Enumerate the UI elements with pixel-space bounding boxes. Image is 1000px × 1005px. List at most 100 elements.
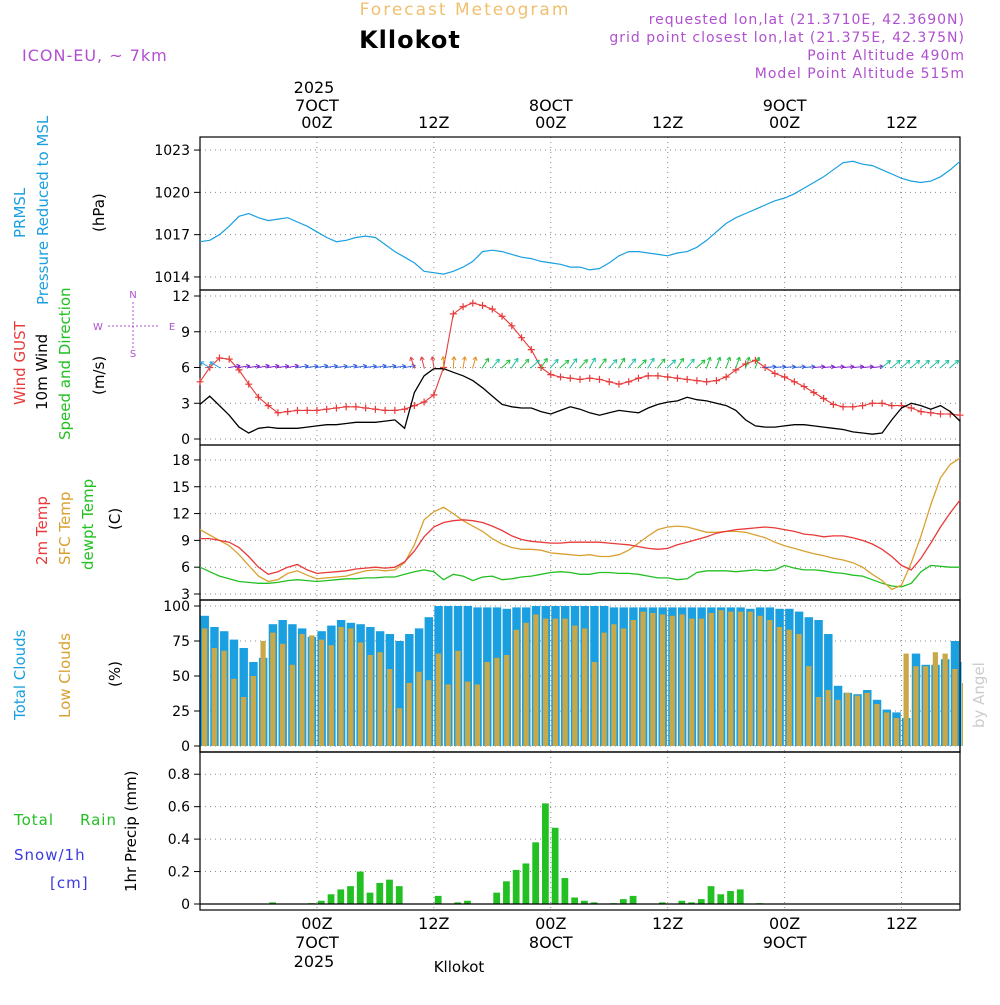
wind-arrow bbox=[657, 359, 665, 368]
low-cloud-bar bbox=[757, 616, 762, 746]
temp-tick-label: 15 bbox=[172, 480, 190, 496]
gust-marker bbox=[352, 403, 359, 410]
low-cloud-bar bbox=[679, 614, 684, 746]
pressure-tick-label: 1020 bbox=[154, 185, 190, 201]
snow-label: Snow/1h bbox=[14, 846, 86, 864]
total-clouds-label: Total Clouds bbox=[11, 629, 29, 721]
cloud-labels: Total Clouds Low Clouds (%) bbox=[11, 629, 124, 721]
low-cloud-bar bbox=[563, 619, 568, 746]
low-cloud-bar bbox=[426, 680, 431, 746]
gust-marker bbox=[391, 407, 398, 414]
rain-bar bbox=[698, 899, 705, 904]
temp-tick-label: 18 bbox=[172, 453, 190, 469]
rain-bar bbox=[503, 881, 510, 904]
footer-location: Kllokot bbox=[434, 958, 485, 976]
rain-bar bbox=[357, 872, 364, 904]
low-cloud-bar bbox=[689, 619, 694, 746]
low-cloud-bar bbox=[504, 655, 509, 746]
low-cloud-bar bbox=[338, 627, 343, 746]
gust-marker bbox=[908, 405, 915, 412]
low-cloud-bar bbox=[777, 627, 782, 746]
low-cloud-bar bbox=[592, 662, 597, 746]
gust-marker bbox=[810, 389, 817, 396]
wind-arrow bbox=[560, 360, 569, 368]
rain-bar bbox=[347, 886, 354, 904]
bottom-hour-label: 00Z bbox=[535, 914, 566, 933]
low-cloud-bar bbox=[943, 654, 948, 746]
gust-line bbox=[200, 303, 960, 415]
low-cloud-bar bbox=[640, 612, 645, 746]
temp-labels: 2m Temp SFC Temp dewpt Temp (C) bbox=[33, 479, 124, 570]
low-cloud-bar bbox=[221, 651, 226, 746]
low-cloud-bar bbox=[553, 619, 558, 746]
pressure-labels: PRMSL Pressure Reduced to MSL (hPa) bbox=[11, 115, 108, 305]
temp-tick-label: 9 bbox=[181, 533, 190, 549]
gust-marker bbox=[820, 395, 827, 402]
low-cloud-bar bbox=[290, 665, 295, 746]
gust-marker bbox=[957, 412, 964, 419]
precip-frame bbox=[200, 752, 960, 910]
dewpt-line bbox=[200, 565, 960, 587]
gust-marker bbox=[713, 377, 720, 384]
gust-marker bbox=[479, 302, 486, 309]
rain-bar bbox=[552, 828, 559, 904]
gust-marker bbox=[382, 407, 389, 414]
temp-tick-label: 6 bbox=[181, 560, 190, 576]
low-cloud-bar bbox=[533, 614, 538, 746]
low-cloud-bar bbox=[416, 672, 421, 746]
wind-arrow bbox=[930, 360, 939, 368]
low-cloud-bar bbox=[485, 662, 490, 746]
gust-marker bbox=[645, 372, 652, 379]
low-cloud-bar bbox=[543, 619, 548, 746]
rain-bar bbox=[727, 891, 734, 904]
wind-labels: Wind GUST 10m Wind Speed and Direction (… bbox=[11, 287, 175, 440]
gust-marker bbox=[586, 375, 593, 382]
gust-marker bbox=[577, 376, 584, 383]
gust-marker bbox=[918, 408, 925, 415]
cloud-tick-label: 25 bbox=[172, 704, 190, 720]
pressure-tick-label: 1017 bbox=[154, 228, 190, 244]
low-cloud-bar bbox=[816, 697, 821, 746]
cloud-tick-label: 75 bbox=[172, 634, 190, 650]
gust-marker bbox=[937, 410, 944, 417]
point-altitude: Point Altitude 490m bbox=[807, 48, 965, 64]
low-cloud-bar bbox=[806, 666, 811, 746]
compass-w: W bbox=[93, 322, 103, 333]
compass-rose: N S W E bbox=[93, 290, 175, 360]
temp2m-label: 2m Temp bbox=[33, 496, 51, 565]
low-cloud-bar bbox=[962, 683, 963, 746]
prmsl-line bbox=[200, 161, 960, 274]
compass-s: S bbox=[130, 349, 136, 360]
wind-arrow bbox=[608, 360, 616, 369]
low-cloud-bar bbox=[865, 693, 870, 746]
low-cloud-bar bbox=[884, 712, 889, 746]
low-cloud-bar bbox=[718, 610, 723, 746]
low-cloud-bar bbox=[913, 666, 918, 746]
low-cloud-bar bbox=[397, 708, 402, 746]
bottom-hour-label: 00Z bbox=[769, 914, 800, 933]
rain-bar bbox=[562, 878, 569, 904]
pressure-unit: (hPa) bbox=[90, 193, 108, 232]
gust-marker bbox=[284, 408, 291, 415]
low-cloud-bar bbox=[407, 683, 412, 746]
low-cloud-bar bbox=[933, 652, 938, 746]
total-label: Total bbox=[13, 811, 54, 829]
gust-marker bbox=[927, 409, 934, 416]
gust-marker bbox=[869, 400, 876, 407]
gust-marker bbox=[372, 406, 379, 413]
gust-marker bbox=[664, 374, 671, 381]
gust-marker bbox=[304, 407, 311, 414]
precip-tick-label: 0.8 bbox=[168, 767, 190, 783]
cloud-tick-label: 50 bbox=[172, 669, 190, 685]
pressure-series bbox=[200, 161, 960, 274]
temp-series bbox=[200, 458, 960, 589]
cloud-tick-label: 100 bbox=[163, 599, 190, 615]
rain-bar bbox=[396, 886, 403, 904]
low-cloud-bar bbox=[299, 634, 304, 746]
bottom-date-label: 7OCT bbox=[295, 933, 339, 952]
low-cloud-bar bbox=[309, 635, 314, 746]
rain-bar bbox=[532, 842, 539, 904]
